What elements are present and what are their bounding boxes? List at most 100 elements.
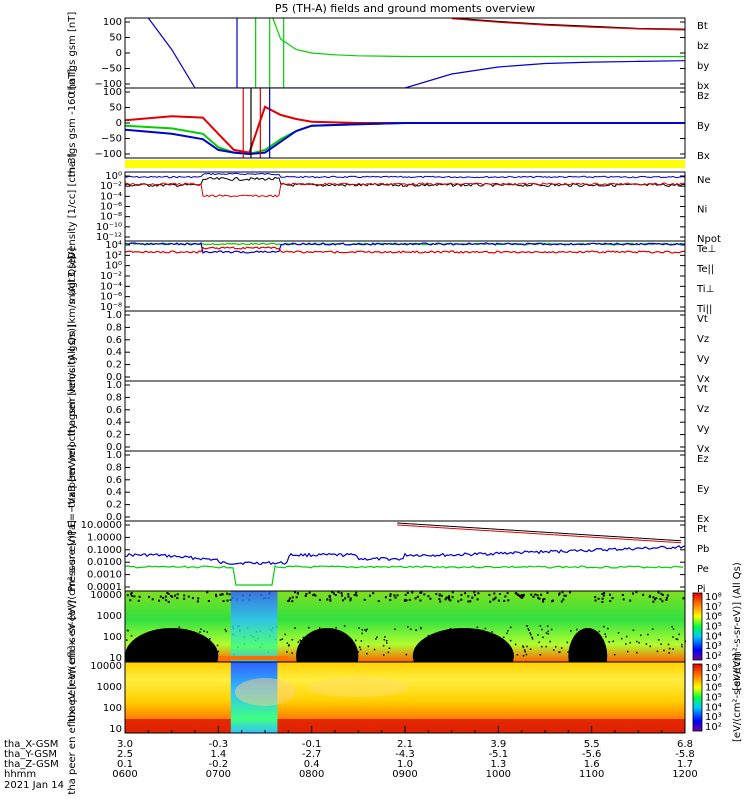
y-tick-label: 1.0 [106,310,122,321]
x-row-label: tha_Z-GSM [4,759,59,770]
colorbar-tick: 10⁵ [705,693,722,704]
y-tick-label: 10⁻² [100,181,122,192]
legend-Bz: Bz [697,91,709,102]
y-tick-label: 10⁰ [105,261,122,272]
legend-Ni: Ni [697,205,707,216]
colorbar-label: [eV/(cm²-s-sr-eV)] (All Qs) [732,562,743,691]
y-tick-label: 0.0 [106,512,122,523]
legend-Vt: Vt [697,314,708,325]
y-axis-label: tha fgs gsm -160 [nT] [67,69,78,178]
x-tick-label: -5.1 [489,749,509,760]
y-axis-label: E=−VxB [mV/m] [67,444,78,527]
y-tick-label: 100 [103,87,122,98]
legend-Ti||: Ti|| [696,304,712,315]
y-tick-label: 0 [116,48,122,59]
y-tick-label: 0.4 [106,487,122,498]
legend-Npot: Npot [697,234,721,245]
legend-Vz: Vz [697,334,709,345]
legend-bx: bx [697,81,709,92]
y-tick-label: 10² [105,250,122,261]
legend-By: By [697,121,710,132]
series-bx [147,18,685,88]
y-tick-label: 100 [103,703,122,714]
y-tick-label: 0.2 [106,500,122,511]
legend-Vy: Vy [697,354,710,365]
colorbar-tick: 10² [705,722,722,733]
y-tick-label: 10000 [90,661,122,672]
y-tick-label: 10⁻⁴ [100,191,122,202]
y-tick-label: 0.2 [106,360,122,371]
y-tick-label: 0.8 [106,322,122,333]
y-axis-label: tha peir en eflux eV [eV/(cm²-s-sr-eV)] [67,531,78,722]
y-axis-label: Density [1/cc] [cm-3] [67,153,78,259]
y-tick-label: 0.2 [106,430,122,441]
series-Ne [124,182,686,198]
y-tick-label: 0.0001 [87,582,122,593]
legend-Bt: Bt [697,21,708,32]
colorbar-tick: 10³ [705,641,722,652]
x-tick-label: 3.9 [490,739,506,750]
y-axis-label: magt3 [eV] [67,248,78,305]
x-row-label: hhmm [4,769,36,780]
legend-Ex: Ex [697,514,709,525]
x-date-label: 2021 Jan 14 [4,780,64,791]
series-Bt [451,18,685,30]
x-tick-label: 6.8 [677,739,693,750]
y-tick-label: 0.0 [106,372,122,383]
colorbar-tick: 10⁶ [705,683,722,694]
x-tick-label: 2.5 [117,749,133,760]
x-tick-label: 1.0 [397,759,413,770]
magnetopause-band [230,591,278,662]
colorbar-tick: 10⁷ [705,602,722,613]
y-tick-label: 10.0000 [81,520,122,531]
y-tick-label: 10⁻⁶ [100,292,122,303]
x-tick-label: 0600 [112,769,137,780]
series-Ti⊥ [124,242,686,254]
series-Pi [124,545,686,566]
panel-frame [124,520,686,592]
y-tick-label: 10⁴ [105,240,122,251]
y-axis-label: tha peir velocity gsm [km/s (All Qs)] [67,256,78,437]
x-row-label: tha_Y-GSM [4,749,57,760]
chart-title: P5 (TH-A) fields and ground moments over… [275,2,535,15]
y-tick-label: 0.8 [106,462,122,473]
y-tick-label: 100 [103,632,122,643]
y-tick-label: 0.8 [106,392,122,403]
x-tick-label: 0.4 [304,759,320,770]
y-tick-label: 1.0 [106,380,122,391]
y-tick-label: 50 [109,33,122,44]
y-tick-label: 0.6 [106,405,122,416]
series-Pt [397,522,682,542]
y-tick-label: −100 [95,149,122,160]
y-tick-label: 1000 [97,682,122,693]
y-tick-label: 0.6 [106,335,122,346]
x-tick-label: 5.5 [584,739,600,750]
y-tick-label: 10000 [90,590,122,601]
series-Te⊥ [124,246,686,254]
panel-frame [124,171,686,242]
y-tick-label: 10 [109,653,122,664]
x-tick-label: 2.1 [397,739,413,750]
y-tick-label: 0.0 [106,442,122,453]
x-tick-label: -0.3 [209,739,229,750]
y-tick-label: −50 [101,64,122,75]
x-tick-label: 1.4 [210,749,226,760]
legend-Pe: Pe [697,564,709,575]
legend-Ez: Ez [697,454,709,465]
x-row-label: tha_X-GSM [4,739,58,750]
legend-Vz: Vz [697,404,709,415]
x-tick-label: 1200 [672,769,697,780]
y-tick-label: −50 [101,134,122,145]
legend-Ne: Ne [697,175,711,186]
x-tick-label: -4.3 [395,749,415,760]
y-tick-label: 10 [109,724,122,735]
y-tick-label: 1.0 [106,450,122,461]
colorbar-tick: 10⁸ [705,592,722,603]
panel-frame [124,310,686,382]
